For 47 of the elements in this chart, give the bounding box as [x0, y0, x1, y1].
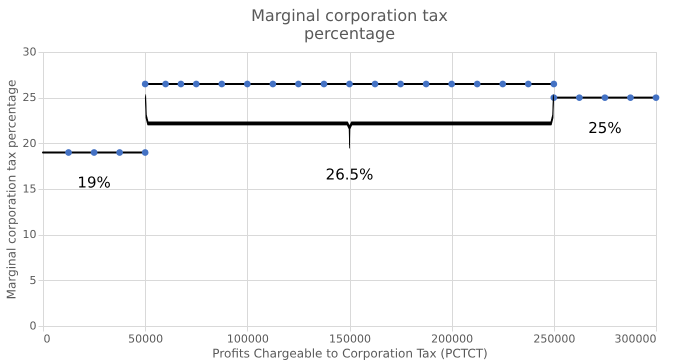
- x-tick-label: 50000: [128, 332, 164, 346]
- point: [346, 80, 353, 88]
- point: [474, 80, 481, 88]
- x-axis-title: Profits Chargeable to Corporation Tax (PCTCT): [212, 346, 488, 360]
- y-tick-label: 0: [30, 320, 36, 332]
- point: [270, 80, 276, 88]
- y-tick-label: 15: [22, 182, 36, 196]
- annotation: 25%: [588, 118, 622, 137]
- x-tick-label: 250000: [533, 332, 576, 346]
- point: [178, 80, 184, 88]
- x-tick-label: 100000: [226, 332, 269, 346]
- y-tick-label: 20: [22, 136, 36, 150]
- point: [652, 94, 660, 102]
- point: [422, 80, 430, 88]
- y-tick-label: 25: [22, 91, 36, 104]
- point: [602, 94, 608, 102]
- point: [142, 80, 149, 88]
- text: Marginal corporation tax: [251, 6, 448, 25]
- point: [524, 80, 532, 88]
- y-tick-label: 10: [22, 228, 36, 242]
- point: [90, 149, 98, 156]
- point: [192, 80, 200, 88]
- y-tick-label: 30: [22, 46, 36, 58]
- point: [295, 80, 302, 88]
- x-tick-label: 0: [44, 332, 50, 346]
- point: [499, 80, 506, 88]
- point: [550, 80, 558, 88]
- x-tick-label: 200000: [431, 332, 474, 346]
- point: [320, 80, 328, 88]
- point: [627, 94, 634, 102]
- y-axis-title: Marginal corporation tax percentage: [4, 80, 19, 300]
- text: percentage: [304, 24, 396, 43]
- point: [448, 80, 456, 88]
- point: [576, 94, 583, 102]
- point: [162, 80, 169, 88]
- x-tick-label: 150000: [329, 332, 371, 346]
- point: [65, 149, 72, 156]
- point: [397, 80, 404, 88]
- annotation: 26.5%: [326, 165, 374, 184]
- point: [116, 149, 123, 156]
- annotation: 19%: [77, 174, 111, 192]
- point: [142, 149, 149, 156]
- x-tick-label: 300000: [614, 332, 656, 346]
- point: [372, 80, 378, 88]
- point: [218, 80, 226, 88]
- point: [244, 80, 251, 88]
- y-tick-label: 5: [30, 274, 36, 287]
